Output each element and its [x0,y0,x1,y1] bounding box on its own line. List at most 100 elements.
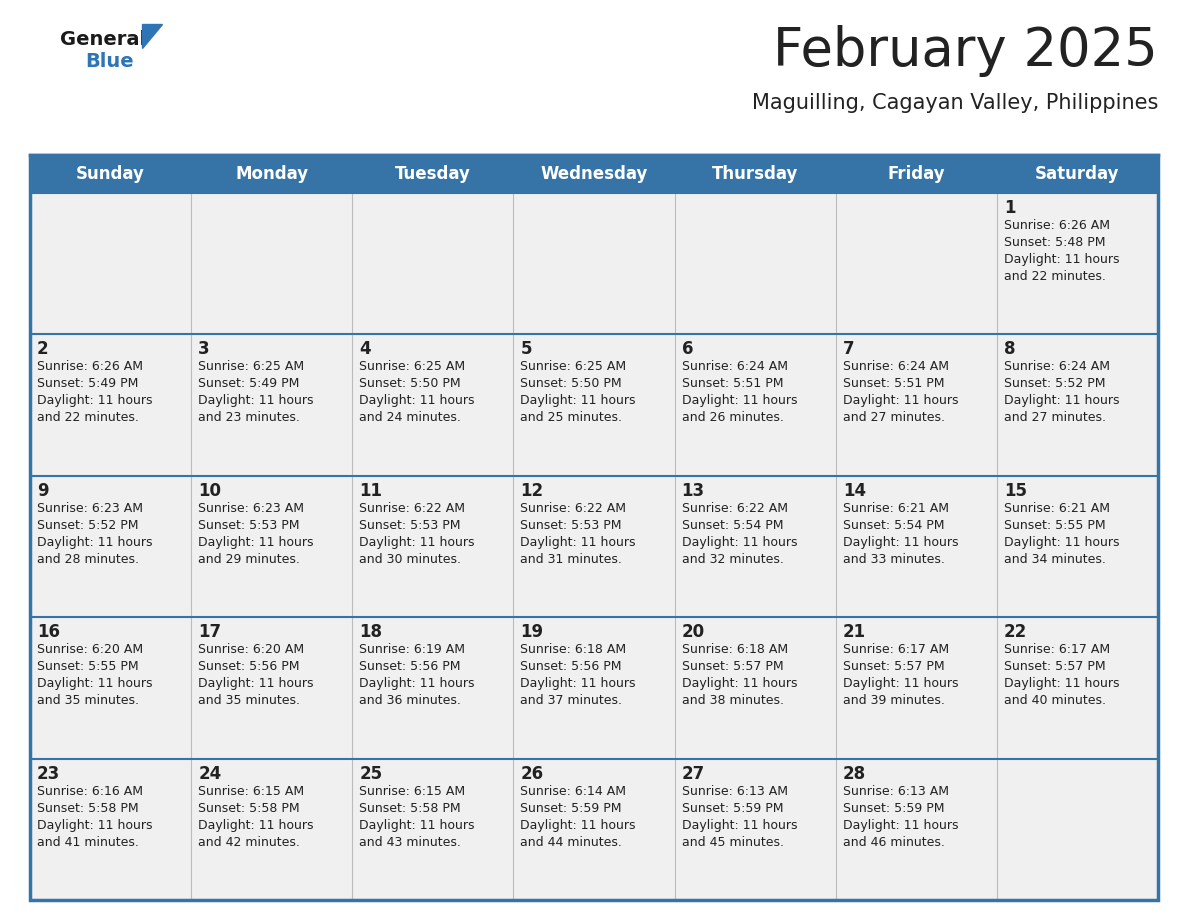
Text: and 45 minutes.: and 45 minutes. [682,835,784,848]
Text: Daylight: 11 hours: Daylight: 11 hours [520,677,636,690]
Text: and 40 minutes.: and 40 minutes. [1004,694,1106,707]
Text: Sunset: 5:57 PM: Sunset: 5:57 PM [682,660,783,673]
Bar [675,334,835,476]
Text: Daylight: 11 hours: Daylight: 11 hours [842,395,959,408]
Text: 27: 27 [682,765,704,783]
Text: Daylight: 11 hours: Daylight: 11 hours [198,395,314,408]
Text: 25: 25 [359,765,383,783]
Text: Daylight: 11 hours: Daylight: 11 hours [37,395,152,408]
Text: and 23 minutes.: and 23 minutes. [198,411,301,424]
Text: and 32 minutes.: and 32 minutes. [682,553,783,565]
Text: Sunrise: 6:23 AM: Sunrise: 6:23 AM [198,502,304,515]
Bar [191,193,353,334]
Text: 22: 22 [1004,623,1028,641]
Text: Sunset: 5:59 PM: Sunset: 5:59 PM [842,801,944,814]
Text: Tuesday: Tuesday [394,165,470,183]
Bar [353,334,513,476]
Text: Blue: Blue [86,52,133,71]
Text: 6: 6 [682,341,693,358]
Text: Daylight: 11 hours: Daylight: 11 hours [520,536,636,549]
Bar [835,758,997,900]
Text: Sunset: 5:59 PM: Sunset: 5:59 PM [520,801,623,814]
Bar [30,476,191,617]
Text: Sunset: 5:51 PM: Sunset: 5:51 PM [682,377,783,390]
Text: Wednesday: Wednesday [541,165,647,183]
Text: Daylight: 11 hours: Daylight: 11 hours [37,677,152,690]
Bar [997,758,1158,900]
Text: Sunset: 5:49 PM: Sunset: 5:49 PM [37,377,138,390]
Text: Sunset: 5:50 PM: Sunset: 5:50 PM [520,377,623,390]
Text: Sunrise: 6:14 AM: Sunrise: 6:14 AM [520,785,626,798]
Text: and 43 minutes.: and 43 minutes. [359,835,461,848]
Text: Sunset: 5:50 PM: Sunset: 5:50 PM [359,377,461,390]
Text: Sunrise: 6:24 AM: Sunrise: 6:24 AM [1004,361,1110,374]
Text: and 35 minutes.: and 35 minutes. [198,694,301,707]
Text: Sunset: 5:51 PM: Sunset: 5:51 PM [842,377,944,390]
Bar [997,334,1158,476]
Text: and 29 minutes.: and 29 minutes. [198,553,301,565]
Text: Daylight: 11 hours: Daylight: 11 hours [359,677,475,690]
Text: Sunset: 5:53 PM: Sunset: 5:53 PM [520,519,623,532]
Text: 8: 8 [1004,341,1016,358]
Bar [191,758,353,900]
Text: and 24 minutes.: and 24 minutes. [359,411,461,424]
Text: 11: 11 [359,482,383,499]
Bar [513,476,675,617]
Bar [353,193,513,334]
Text: Sunrise: 6:21 AM: Sunrise: 6:21 AM [1004,502,1110,515]
Text: and 33 minutes.: and 33 minutes. [842,553,944,565]
Text: Sunrise: 6:22 AM: Sunrise: 6:22 AM [682,502,788,515]
Bar [835,193,997,334]
Text: Sunrise: 6:24 AM: Sunrise: 6:24 AM [842,361,949,374]
Text: Sunset: 5:55 PM: Sunset: 5:55 PM [1004,519,1106,532]
Text: Friday: Friday [887,165,946,183]
Bar [675,758,835,900]
Text: and 35 minutes.: and 35 minutes. [37,694,139,707]
Bar [513,617,675,758]
Text: Sunrise: 6:17 AM: Sunrise: 6:17 AM [1004,644,1110,656]
Text: Sunrise: 6:26 AM: Sunrise: 6:26 AM [1004,219,1110,232]
Text: Daylight: 11 hours: Daylight: 11 hours [1004,395,1119,408]
Text: 28: 28 [842,765,866,783]
Text: Daylight: 11 hours: Daylight: 11 hours [359,395,475,408]
Text: Sunset: 5:52 PM: Sunset: 5:52 PM [1004,377,1105,390]
Text: Sunrise: 6:25 AM: Sunrise: 6:25 AM [359,361,466,374]
Text: and 36 minutes.: and 36 minutes. [359,694,461,707]
Text: Sunrise: 6:15 AM: Sunrise: 6:15 AM [359,785,466,798]
Bar [30,758,191,900]
Text: and 22 minutes.: and 22 minutes. [1004,270,1106,283]
Text: and 31 minutes.: and 31 minutes. [520,553,623,565]
Bar [30,334,191,476]
Text: 19: 19 [520,623,544,641]
Text: Daylight: 11 hours: Daylight: 11 hours [842,677,959,690]
Text: and 27 minutes.: and 27 minutes. [842,411,944,424]
Text: Sunrise: 6:23 AM: Sunrise: 6:23 AM [37,502,143,515]
Text: Sunrise: 6:20 AM: Sunrise: 6:20 AM [198,644,304,656]
Text: 16: 16 [37,623,61,641]
Bar [191,476,353,617]
Text: Daylight: 11 hours: Daylight: 11 hours [842,536,959,549]
Text: and 26 minutes.: and 26 minutes. [682,411,783,424]
Text: 4: 4 [359,341,371,358]
Bar [835,476,997,617]
Text: Sunset: 5:57 PM: Sunset: 5:57 PM [842,660,944,673]
Bar [513,193,675,334]
Text: Sunset: 5:52 PM: Sunset: 5:52 PM [37,519,139,532]
Bar [997,476,1158,617]
Text: Sunset: 5:53 PM: Sunset: 5:53 PM [359,519,461,532]
Bar [675,476,835,617]
Bar [30,155,1158,193]
Text: Sunrise: 6:25 AM: Sunrise: 6:25 AM [520,361,626,374]
Text: Sunset: 5:56 PM: Sunset: 5:56 PM [359,660,461,673]
Text: Sunset: 5:58 PM: Sunset: 5:58 PM [198,801,299,814]
Bar [191,334,353,476]
Text: Sunset: 5:56 PM: Sunset: 5:56 PM [198,660,299,673]
Text: Daylight: 11 hours: Daylight: 11 hours [198,819,314,832]
Text: 26: 26 [520,765,544,783]
Text: Sunrise: 6:25 AM: Sunrise: 6:25 AM [198,361,304,374]
Text: Sunrise: 6:22 AM: Sunrise: 6:22 AM [520,502,626,515]
Text: Sunset: 5:54 PM: Sunset: 5:54 PM [682,519,783,532]
Bar [675,617,835,758]
Text: Daylight: 11 hours: Daylight: 11 hours [682,819,797,832]
Bar [675,193,835,334]
